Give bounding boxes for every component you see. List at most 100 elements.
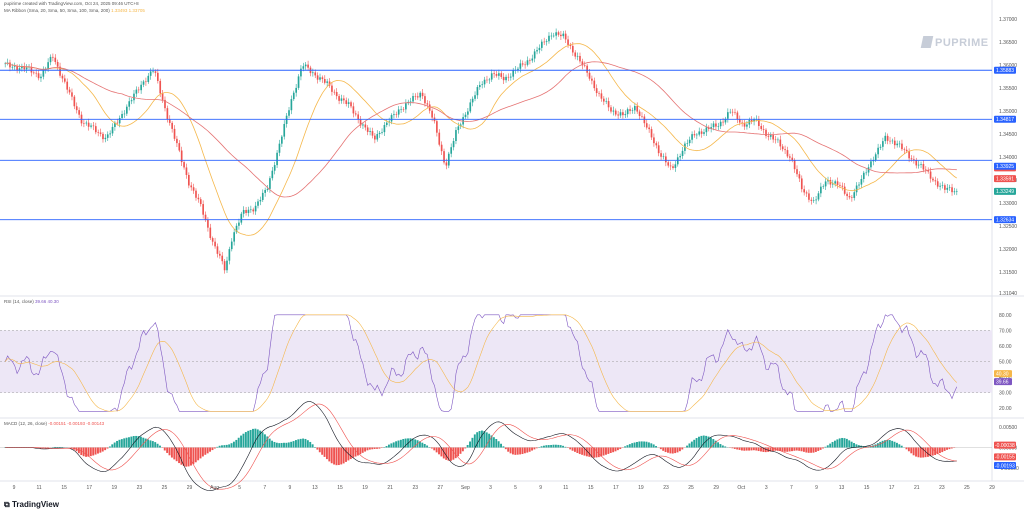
time-tick-label: 29 — [187, 485, 193, 491]
candle-body — [202, 204, 204, 215]
macd-histogram-bar — [636, 441, 638, 448]
candle-body — [953, 191, 956, 193]
candle-body — [498, 73, 500, 76]
candle-body — [68, 89, 71, 93]
candle-body — [934, 180, 937, 182]
macd-histogram-bar — [345, 447, 347, 462]
candle-body — [760, 125, 763, 129]
candle-body — [722, 121, 724, 123]
candle-body — [767, 136, 770, 137]
macd-histogram-bar — [588, 447, 591, 457]
candle-body — [414, 96, 417, 97]
candle-body — [560, 34, 562, 37]
time-tick-label: 13 — [839, 485, 845, 491]
macd-histogram-bar — [85, 447, 87, 457]
time-tick-label: 23 — [137, 485, 143, 491]
macd-histogram-bar — [435, 447, 438, 453]
time-tick-label: 23 — [939, 485, 945, 491]
macd-histogram-bar — [922, 447, 925, 458]
macd-histogram-bar — [686, 445, 689, 448]
tradingview-logo[interactable]: ⧉ TradingView — [4, 500, 59, 510]
candle-body — [667, 162, 670, 166]
macd-histogram-bar — [75, 447, 78, 452]
macd-tag-text: -0.00193 — [995, 463, 1015, 469]
candle-body — [526, 60, 529, 65]
candle-body — [147, 75, 150, 82]
macd-histogram-bar — [273, 441, 276, 448]
time-tick-label: Sep — [461, 485, 470, 491]
macd-label[interactable]: MACD (12, 26, close) -0.00151 -0.00193 -… — [4, 421, 104, 426]
candle-body — [614, 110, 617, 115]
macd-histogram-bar — [831, 441, 834, 448]
macd-histogram-bar — [719, 444, 722, 448]
macd-histogram-bar — [848, 440, 851, 448]
candle-body — [870, 161, 872, 168]
macd-histogram-bar — [857, 445, 860, 448]
macd-histogram-bar — [743, 447, 746, 451]
macd-histogram-bar — [464, 447, 467, 449]
candle-body — [521, 63, 524, 65]
candle-body — [331, 85, 333, 92]
macd-histogram-bar — [905, 447, 908, 450]
rsi-tick-label: 50.00 — [999, 360, 1012, 366]
macd-histogram-bar — [609, 447, 612, 453]
macd-histogram-bar — [318, 447, 321, 453]
candle-body — [762, 128, 765, 130]
macd-histogram-bar — [454, 447, 457, 459]
macd-histogram-bar — [676, 447, 679, 453]
macd-histogram-bar — [681, 447, 684, 450]
candle-body — [734, 112, 736, 113]
macd-histogram-bar — [502, 446, 505, 448]
candle-body — [576, 55, 579, 57]
candle-body — [779, 139, 782, 147]
rsi-tick-label: 30.00 — [999, 391, 1012, 397]
macd-histogram-bar — [433, 447, 436, 451]
candle-body — [61, 75, 64, 79]
candle-body — [121, 113, 123, 119]
macd-histogram-bar — [793, 447, 796, 451]
macd-histogram-bar — [497, 441, 500, 448]
candle-body — [106, 134, 109, 138]
macd-histogram-bar — [781, 447, 784, 452]
macd-histogram-bar — [762, 447, 765, 452]
candle-body — [929, 171, 932, 179]
macd-histogram-bar — [736, 447, 739, 450]
rsi-tag — [994, 378, 1012, 386]
ma-ribbon-label[interactable]: MA Ribbon (Sma, 20, Sma, 50, Sma, 100, S… — [4, 8, 145, 13]
price-tag — [994, 187, 1016, 195]
macd-histogram-bar — [695, 438, 698, 448]
macd-histogram-bar — [106, 447, 109, 449]
macd-histogram-bar — [512, 447, 514, 455]
macd-histogram-bar — [361, 447, 364, 453]
macd-histogram-bar — [481, 430, 483, 448]
candle-body — [493, 73, 495, 75]
candle-body — [533, 51, 536, 59]
candle-body — [927, 169, 930, 172]
macd-histogram-bar — [948, 447, 951, 450]
macd-histogram-bar — [211, 447, 214, 451]
macd-histogram-bar — [323, 447, 326, 457]
macd-histogram-bar — [94, 447, 97, 455]
macd-histogram-bar — [574, 447, 576, 452]
candle-body — [447, 153, 450, 166]
candle-body — [350, 102, 352, 107]
candle-body — [176, 138, 178, 144]
candle-body — [185, 167, 188, 175]
ma-ribbon-values: 1.33493 1.33705 — [111, 8, 145, 13]
macd-histogram-bar — [876, 443, 879, 448]
macd-histogram-bar — [547, 445, 550, 448]
candle-body — [605, 101, 608, 102]
macd-histogram-bar — [705, 435, 708, 448]
candle-body — [643, 116, 646, 124]
macd-histogram-bar — [144, 438, 147, 448]
candle-body — [9, 62, 11, 68]
candle-body — [579, 55, 581, 62]
candle-body — [173, 128, 176, 139]
candle-body — [626, 109, 629, 115]
macd-histogram-bar — [907, 447, 910, 452]
rsi-label[interactable]: RSI (14, close) 39.66 40.30 — [4, 299, 59, 304]
candle-body — [71, 92, 73, 97]
candle-body — [789, 156, 791, 158]
macd-histogram-bar — [392, 442, 395, 448]
